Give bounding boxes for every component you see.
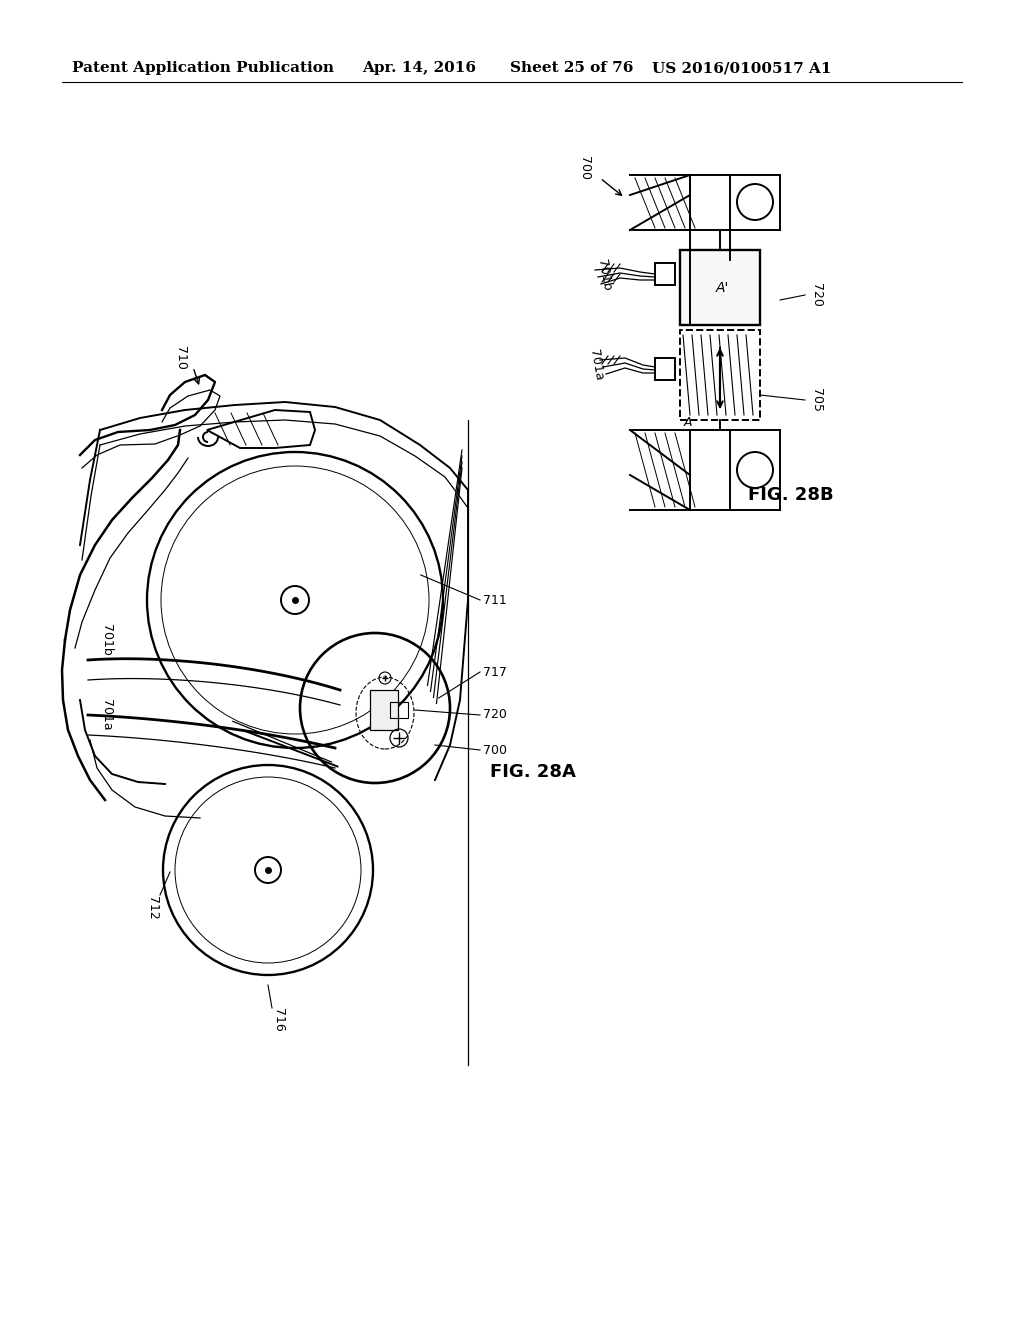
Text: FIG. 28B: FIG. 28B [748,486,834,504]
Text: 710: 710 [173,346,186,370]
Bar [680,330,760,420]
Bar [390,702,408,718]
Text: A': A' [716,281,729,294]
Polygon shape [207,411,315,447]
Text: 701b: 701b [100,624,113,656]
Text: US 2016/0100517 A1: US 2016/0100517 A1 [652,61,831,75]
Text: 705: 705 [810,388,823,412]
Text: 716: 716 [271,1008,285,1032]
Text: 720: 720 [483,709,507,722]
Text: 700: 700 [578,156,591,180]
Text: 717: 717 [483,665,507,678]
Bar [680,249,760,325]
Bar [655,263,675,285]
Bar [370,690,398,730]
Text: 700: 700 [483,743,507,756]
Text: 720: 720 [810,282,823,308]
Text: FIG. 28A: FIG. 28A [490,763,575,781]
Text: Apr. 14, 2016: Apr. 14, 2016 [362,61,476,75]
Text: 701b: 701b [595,259,613,292]
Text: Patent Application Publication: Patent Application Publication [72,61,334,75]
Text: Sheet 25 of 76: Sheet 25 of 76 [510,61,634,75]
Text: 711: 711 [483,594,507,606]
Bar [655,358,675,380]
Text: 701a: 701a [100,700,113,731]
Text: 712: 712 [145,896,159,920]
Text: 701a: 701a [587,348,605,381]
Text: A: A [684,416,692,429]
